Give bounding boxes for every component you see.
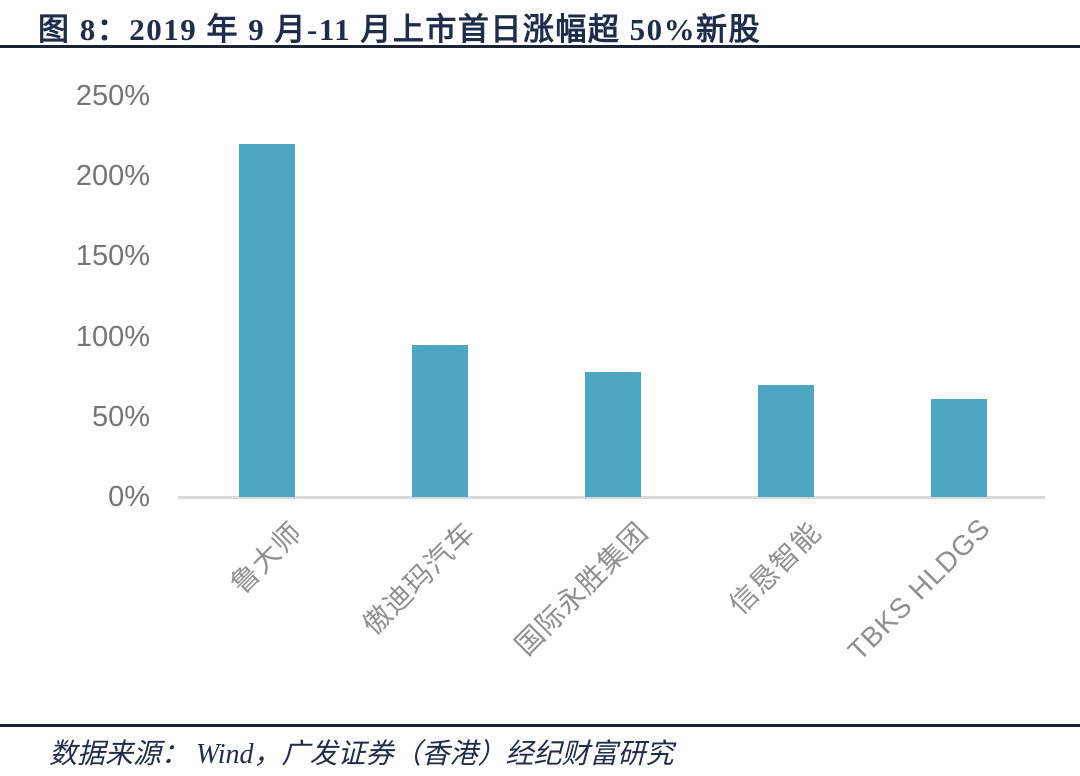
y-tick-label: 50% <box>91 400 150 433</box>
bar-国际永胜集团 <box>584 371 641 497</box>
bar-傲迪玛汽车 <box>411 344 468 497</box>
y-tick-label: 250% <box>75 80 150 112</box>
y-tick-label: 0% <box>108 481 150 513</box>
x-category-label: TBKS HLDGS <box>841 512 997 667</box>
x-category-label: 信恳智能 <box>723 516 828 621</box>
footer-divider <box>0 724 1080 727</box>
figure-title: 图 8：2019 年 9 月-11 月上市首日涨幅超 50%新股 <box>38 12 762 47</box>
y-tick-label: 150% <box>75 240 150 273</box>
bar-鲁大师 <box>238 144 295 497</box>
x-category-label: 傲迪玛汽车 <box>357 516 482 641</box>
bar-TBKS HLDGS <box>930 399 987 497</box>
y-axis: 0% 50% 100% 150% 200% 250% <box>0 0 150 776</box>
x-category-label: 鲁大师 <box>225 516 309 600</box>
x-category-label: 国际永胜集团 <box>509 516 655 662</box>
plot-area <box>178 96 1045 499</box>
data-source: 数据来源： Wind，广发证券（香港）经纪财富研究 <box>49 739 674 770</box>
y-tick-label: 100% <box>75 320 150 353</box>
y-tick-label: 200% <box>75 160 150 193</box>
title-divider <box>0 45 1080 48</box>
bar-信恳智能 <box>757 384 814 497</box>
x-axis-line <box>178 496 1045 499</box>
